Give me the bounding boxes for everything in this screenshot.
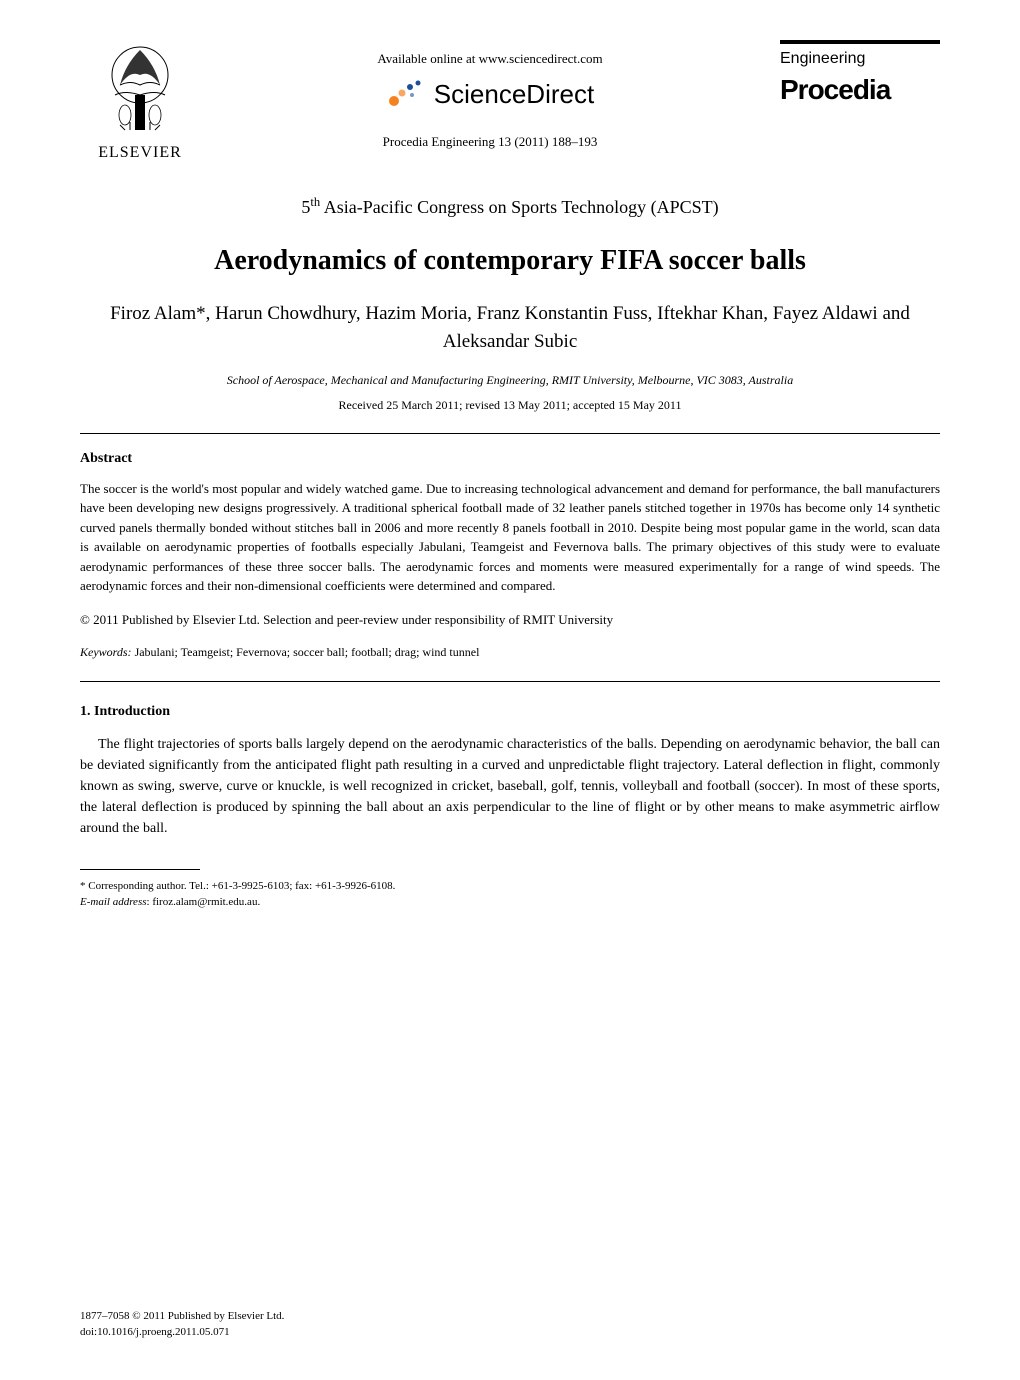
elsevier-name: ELSEVIER <box>98 142 182 164</box>
procedia-logo: Engineering Procedia <box>780 40 940 110</box>
affiliation: School of Aerospace, Mechanical and Manu… <box>80 372 940 389</box>
footer-issn: 1877–7058 © 2011 Published by Elsevier L… <box>80 1309 284 1324</box>
sciencedirect-logo: ScienceDirect <box>377 76 602 112</box>
authors-list: Firoz Alam*, Harun Chowdhury, Hazim Mori… <box>80 300 940 357</box>
available-online-text: Available online at www.sciencedirect.co… <box>377 50 602 68</box>
procedia-text: Procedia <box>780 70 940 109</box>
keywords-label: Keywords: <box>80 645 132 659</box>
engineering-text: Engineering <box>780 48 940 70</box>
header-row: ELSEVIER Available online at www.science… <box>80 40 940 164</box>
copyright-line: © 2011 Published by Elsevier Ltd. Select… <box>80 611 940 629</box>
intro-paragraph: The flight trajectories of sports balls … <box>80 734 940 839</box>
footnote-email: E-mail address: firoz.alam@rmit.edu.au. <box>80 894 940 911</box>
elsevier-logo: ELSEVIER <box>80 40 200 164</box>
intro-heading: 1. Introduction <box>80 702 940 722</box>
conference-title: Asia-Pacific Congress on Sports Technolo… <box>320 197 718 217</box>
submission-dates: Received 25 March 2011; revised 13 May 2… <box>80 397 940 414</box>
keywords: Keywords: Jabulani; Teamgeist; Fevernova… <box>80 644 940 661</box>
footnote-divider <box>80 869 200 870</box>
elsevier-tree-icon <box>95 40 185 140</box>
abstract-body: The soccer is the world's most popular a… <box>80 479 940 596</box>
procedia-citation: Procedia Engineering 13 (2011) 188–193 <box>377 133 602 151</box>
divider <box>80 681 940 682</box>
footer-doi: doi:10.1016/j.proeng.2011.05.071 <box>80 1325 284 1340</box>
keywords-list: Jabulani; Teamgeist; Fevernova; soccer b… <box>132 645 480 659</box>
sciencedirect-dots-icon <box>386 79 426 109</box>
conference-suffix: th <box>310 195 320 209</box>
abstract-heading: Abstract <box>80 449 940 469</box>
sciencedirect-text: ScienceDirect <box>434 76 594 112</box>
paper-title: Aerodynamics of contemporary FIFA soccer… <box>80 241 940 280</box>
divider <box>80 433 940 434</box>
corresponding-author-footnote: * Corresponding author. Tel.: +61-3-9925… <box>80 878 940 911</box>
email-value: : firoz.alam@rmit.edu.au. <box>147 896 261 908</box>
center-header: Available online at www.sciencedirect.co… <box>377 40 602 151</box>
footnote-tel-fax: * Corresponding author. Tel.: +61-3-9925… <box>80 878 940 895</box>
conference-name: 5th Asia-Pacific Congress on Sports Tech… <box>80 194 940 220</box>
page-footer: 1877–7058 © 2011 Published by Elsevier L… <box>80 1309 284 1340</box>
email-label: E-mail address <box>80 896 147 908</box>
